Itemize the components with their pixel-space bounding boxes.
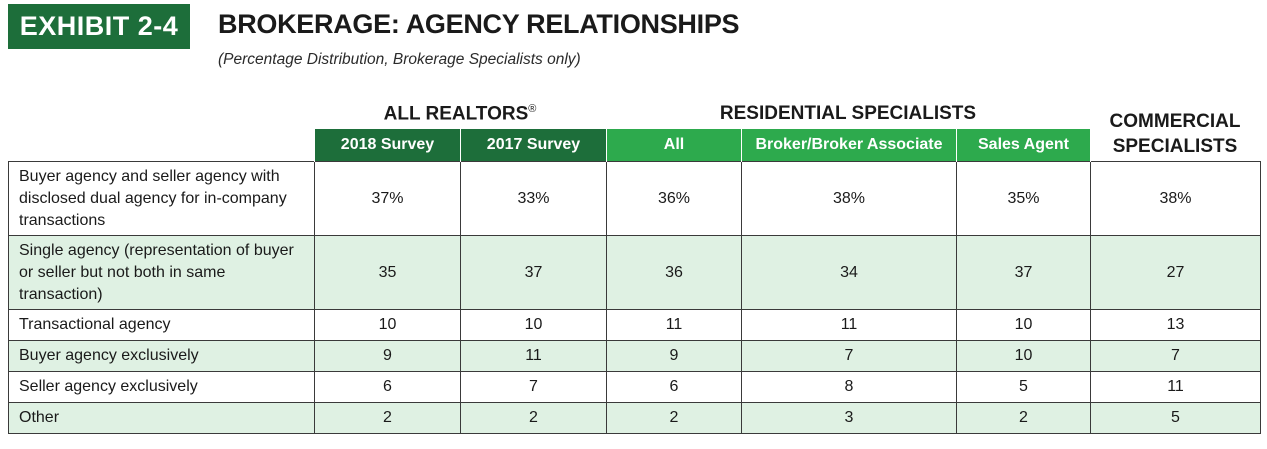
cell-value: 5 [956,371,1091,403]
cell-value: 11 [460,340,607,372]
cell-value: 9 [606,340,742,372]
cell-value: 3 [741,402,957,434]
cell-value: 10 [314,309,461,341]
row-label: Other [8,402,315,434]
page-subtitle: (Percentage Distribution, Brokerage Spec… [218,51,581,68]
cell-value: 35% [956,161,1091,236]
cell-value: 35 [314,235,461,310]
col-2017-survey: 2017 Survey [460,129,607,162]
cell-value: 5 [1090,402,1261,434]
column-header-row: 2018 Survey 2017 Survey All Broker/Broke… [9,129,1261,162]
cell-value: 2 [606,402,742,434]
cell-value: 11 [741,309,957,341]
cell-value: 2 [460,402,607,434]
cell-value: 2 [314,402,461,434]
table-row: Buyer agency exclusively 9 11 9 7 10 7 [8,340,1261,372]
cell-value: 37 [956,235,1091,310]
group-all-realtors: ALL REALTORS® [314,103,606,125]
cell-value: 11 [1090,371,1261,403]
cell-value: 38% [741,161,957,236]
cell-value: 10 [956,340,1091,372]
cell-value: 9 [314,340,461,372]
row-label: Buyer agency exclusively [8,340,315,372]
exhibit-badge: EXHIBIT 2-4 [8,4,190,49]
row-label: Seller agency exclusively [8,371,315,403]
page-title: BROKERAGE: AGENCY RELATIONSHIPS [218,9,740,39]
cell-value: 8 [741,371,957,403]
col-residential-all: All [606,129,742,162]
table-row: Buyer agency and seller agency with disc… [8,161,1261,236]
cell-value: 36% [606,161,742,236]
col-broker-associate: Broker/Broker Associate [741,129,957,162]
table-row: Other 2 2 2 3 2 5 [8,402,1261,434]
row-label: Transactional agency [8,309,315,341]
header-spacer [9,129,315,162]
cell-value: 7 [741,340,957,372]
cell-value: 38% [1090,161,1261,236]
header-spacer-commercial [1091,129,1261,162]
cell-value: 2 [956,402,1091,434]
cell-value: 37% [314,161,461,236]
cell-value: 33% [460,161,607,236]
table-row: Transactional agency 10 10 11 11 10 13 [8,309,1261,341]
cell-value: 7 [1090,340,1261,372]
row-label: Buyer agency and seller agency with disc… [8,161,315,236]
cell-value: 36 [606,235,742,310]
table-row: Single agency (representation of buyer o… [8,235,1261,310]
cell-value: 11 [606,309,742,341]
cell-value: 10 [956,309,1091,341]
agency-table: 2018 Survey 2017 Survey All Broker/Broke… [8,129,1261,434]
group-residential-specialists: RESIDENTIAL SPECIALISTS [719,103,977,124]
col-sales-agent: Sales Agent [956,129,1091,162]
cell-value: 37 [460,235,607,310]
col-2018-survey: 2018 Survey [314,129,461,162]
cell-value: 7 [460,371,607,403]
group-commercial-specialists: COMMERCIAL SPECIALISTS [1090,109,1260,159]
cell-value: 6 [314,371,461,403]
table-row: Seller agency exclusively 6 7 6 8 5 11 [8,371,1261,403]
group-commercial-line2: SPECIALISTS [1112,136,1238,157]
group-all-realtors-text: ALL REALTORS [383,103,529,125]
cell-value: 10 [460,309,607,341]
cell-value: 13 [1090,309,1261,341]
registered-mark: ® [528,103,537,115]
cell-value: 6 [606,371,742,403]
cell-value: 27 [1090,235,1261,310]
row-label: Single agency (representation of buyer o… [8,235,315,310]
group-commercial-line1: COMMERCIAL [1109,111,1241,132]
cell-value: 34 [741,235,957,310]
